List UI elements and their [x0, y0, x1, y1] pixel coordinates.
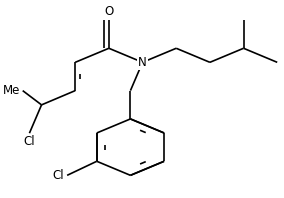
Text: N: N: [138, 56, 147, 69]
Text: Cl: Cl: [24, 135, 35, 148]
Text: Me: Me: [3, 84, 20, 97]
Text: Cl: Cl: [53, 169, 64, 182]
Text: O: O: [104, 5, 114, 18]
